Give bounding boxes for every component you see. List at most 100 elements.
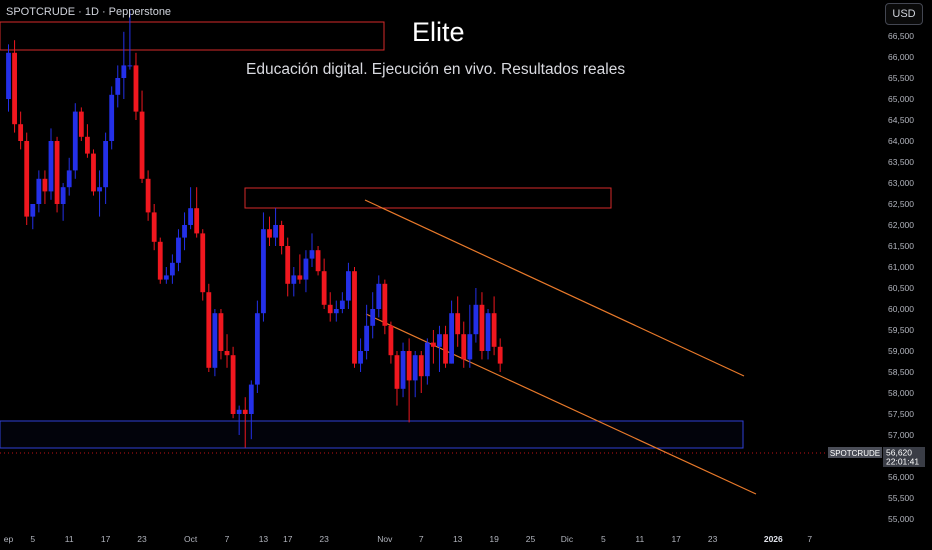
candle[interactable] <box>297 254 303 284</box>
candle[interactable] <box>370 292 376 339</box>
candle[interactable] <box>194 187 200 238</box>
candle[interactable] <box>364 304 370 360</box>
candle[interactable] <box>24 132 30 225</box>
candle[interactable] <box>200 229 206 301</box>
candle-body <box>315 250 321 272</box>
candle[interactable] <box>157 237 163 284</box>
candle-body <box>121 65 127 78</box>
channel-upper-line[interactable] <box>364 199 745 377</box>
candle[interactable] <box>473 288 479 343</box>
candle[interactable] <box>315 246 321 276</box>
candle[interactable] <box>443 325 448 368</box>
candle[interactable] <box>30 204 36 230</box>
candle[interactable] <box>449 300 455 364</box>
candle[interactable] <box>382 279 388 335</box>
candle[interactable] <box>18 111 24 150</box>
candle[interactable] <box>467 304 473 368</box>
candle[interactable] <box>97 170 102 217</box>
candle[interactable] <box>151 204 157 251</box>
candle[interactable] <box>327 292 333 322</box>
candle[interactable] <box>182 212 187 251</box>
candle[interactable] <box>242 397 248 448</box>
candle[interactable] <box>230 346 236 419</box>
candle[interactable] <box>267 216 272 246</box>
candle[interactable] <box>418 351 424 393</box>
candle[interactable] <box>388 321 394 364</box>
price-badge-value-bg <box>883 447 925 467</box>
candle[interactable] <box>485 309 491 360</box>
candle[interactable] <box>352 267 357 368</box>
candle[interactable] <box>206 283 212 372</box>
candle[interactable] <box>303 250 309 293</box>
candle[interactable] <box>176 229 181 272</box>
candle[interactable] <box>139 90 145 183</box>
candle[interactable] <box>412 351 418 398</box>
candle[interactable] <box>321 258 327 309</box>
candle[interactable] <box>163 267 169 284</box>
candle[interactable] <box>54 136 60 213</box>
candle[interactable] <box>394 351 400 406</box>
candle[interactable] <box>400 342 406 398</box>
candle[interactable] <box>103 132 109 204</box>
candle[interactable] <box>12 40 17 133</box>
candle[interactable] <box>406 338 412 423</box>
candle[interactable] <box>339 292 345 314</box>
candle-body <box>309 250 315 259</box>
candle[interactable] <box>261 212 266 322</box>
candle[interactable] <box>309 233 315 267</box>
candle[interactable] <box>42 170 48 204</box>
zone-layer <box>0 21 744 449</box>
candle[interactable] <box>479 292 485 360</box>
candle[interactable] <box>6 44 11 112</box>
candle[interactable] <box>133 52 139 120</box>
candle[interactable] <box>218 309 224 360</box>
candle[interactable] <box>169 254 175 284</box>
candle[interactable] <box>497 338 503 372</box>
candle[interactable] <box>236 405 242 435</box>
x-tick-label: 19 <box>489 534 499 544</box>
candle[interactable] <box>358 338 363 372</box>
candle[interactable] <box>491 296 497 356</box>
candle[interactable] <box>431 330 436 364</box>
candle[interactable] <box>285 237 291 297</box>
time-axis[interactable]: ep 5 11 17 23 Oct 7 13 17 23 Nov 7 13 19 25 Dic 5 11 17 23 2… <box>4 534 813 544</box>
candle[interactable] <box>48 128 54 200</box>
candle[interactable] <box>66 157 72 196</box>
price-badge-countdown: 22:01:41 <box>886 457 919 467</box>
candle[interactable] <box>461 321 467 368</box>
candle[interactable] <box>376 275 382 318</box>
candle[interactable] <box>291 267 297 297</box>
candle[interactable] <box>85 124 90 158</box>
candle[interactable] <box>78 107 84 141</box>
candle[interactable] <box>224 334 230 368</box>
candle[interactable] <box>121 31 127 99</box>
candle[interactable] <box>212 309 218 377</box>
currency-button[interactable]: USD <box>885 3 923 25</box>
candle[interactable] <box>115 65 121 108</box>
candle[interactable] <box>36 170 42 213</box>
candle[interactable] <box>248 380 254 440</box>
candle[interactable] <box>145 170 151 221</box>
symbol-title[interactable]: SPOTCRUDE · 1D · Pepperstone <box>6 6 172 18</box>
candle[interactable] <box>273 208 278 246</box>
resistance-zone-upper[interactable] <box>0 21 385 51</box>
candle[interactable] <box>455 296 461 347</box>
candle[interactable] <box>109 86 115 150</box>
candle[interactable] <box>60 183 66 221</box>
candle-body <box>418 355 424 377</box>
candle[interactable] <box>72 103 78 179</box>
candle[interactable] <box>127 10 133 70</box>
candle[interactable] <box>333 300 339 322</box>
candle[interactable] <box>437 325 442 372</box>
support-zone[interactable] <box>0 420 744 449</box>
candle[interactable] <box>279 220 285 255</box>
candle[interactable] <box>188 187 193 230</box>
candle[interactable] <box>424 338 430 385</box>
resistance-zone-middle[interactable] <box>244 187 612 209</box>
candle[interactable] <box>91 149 96 196</box>
candle-body <box>218 313 224 351</box>
candle[interactable] <box>254 300 260 393</box>
candle[interactable] <box>346 262 351 309</box>
